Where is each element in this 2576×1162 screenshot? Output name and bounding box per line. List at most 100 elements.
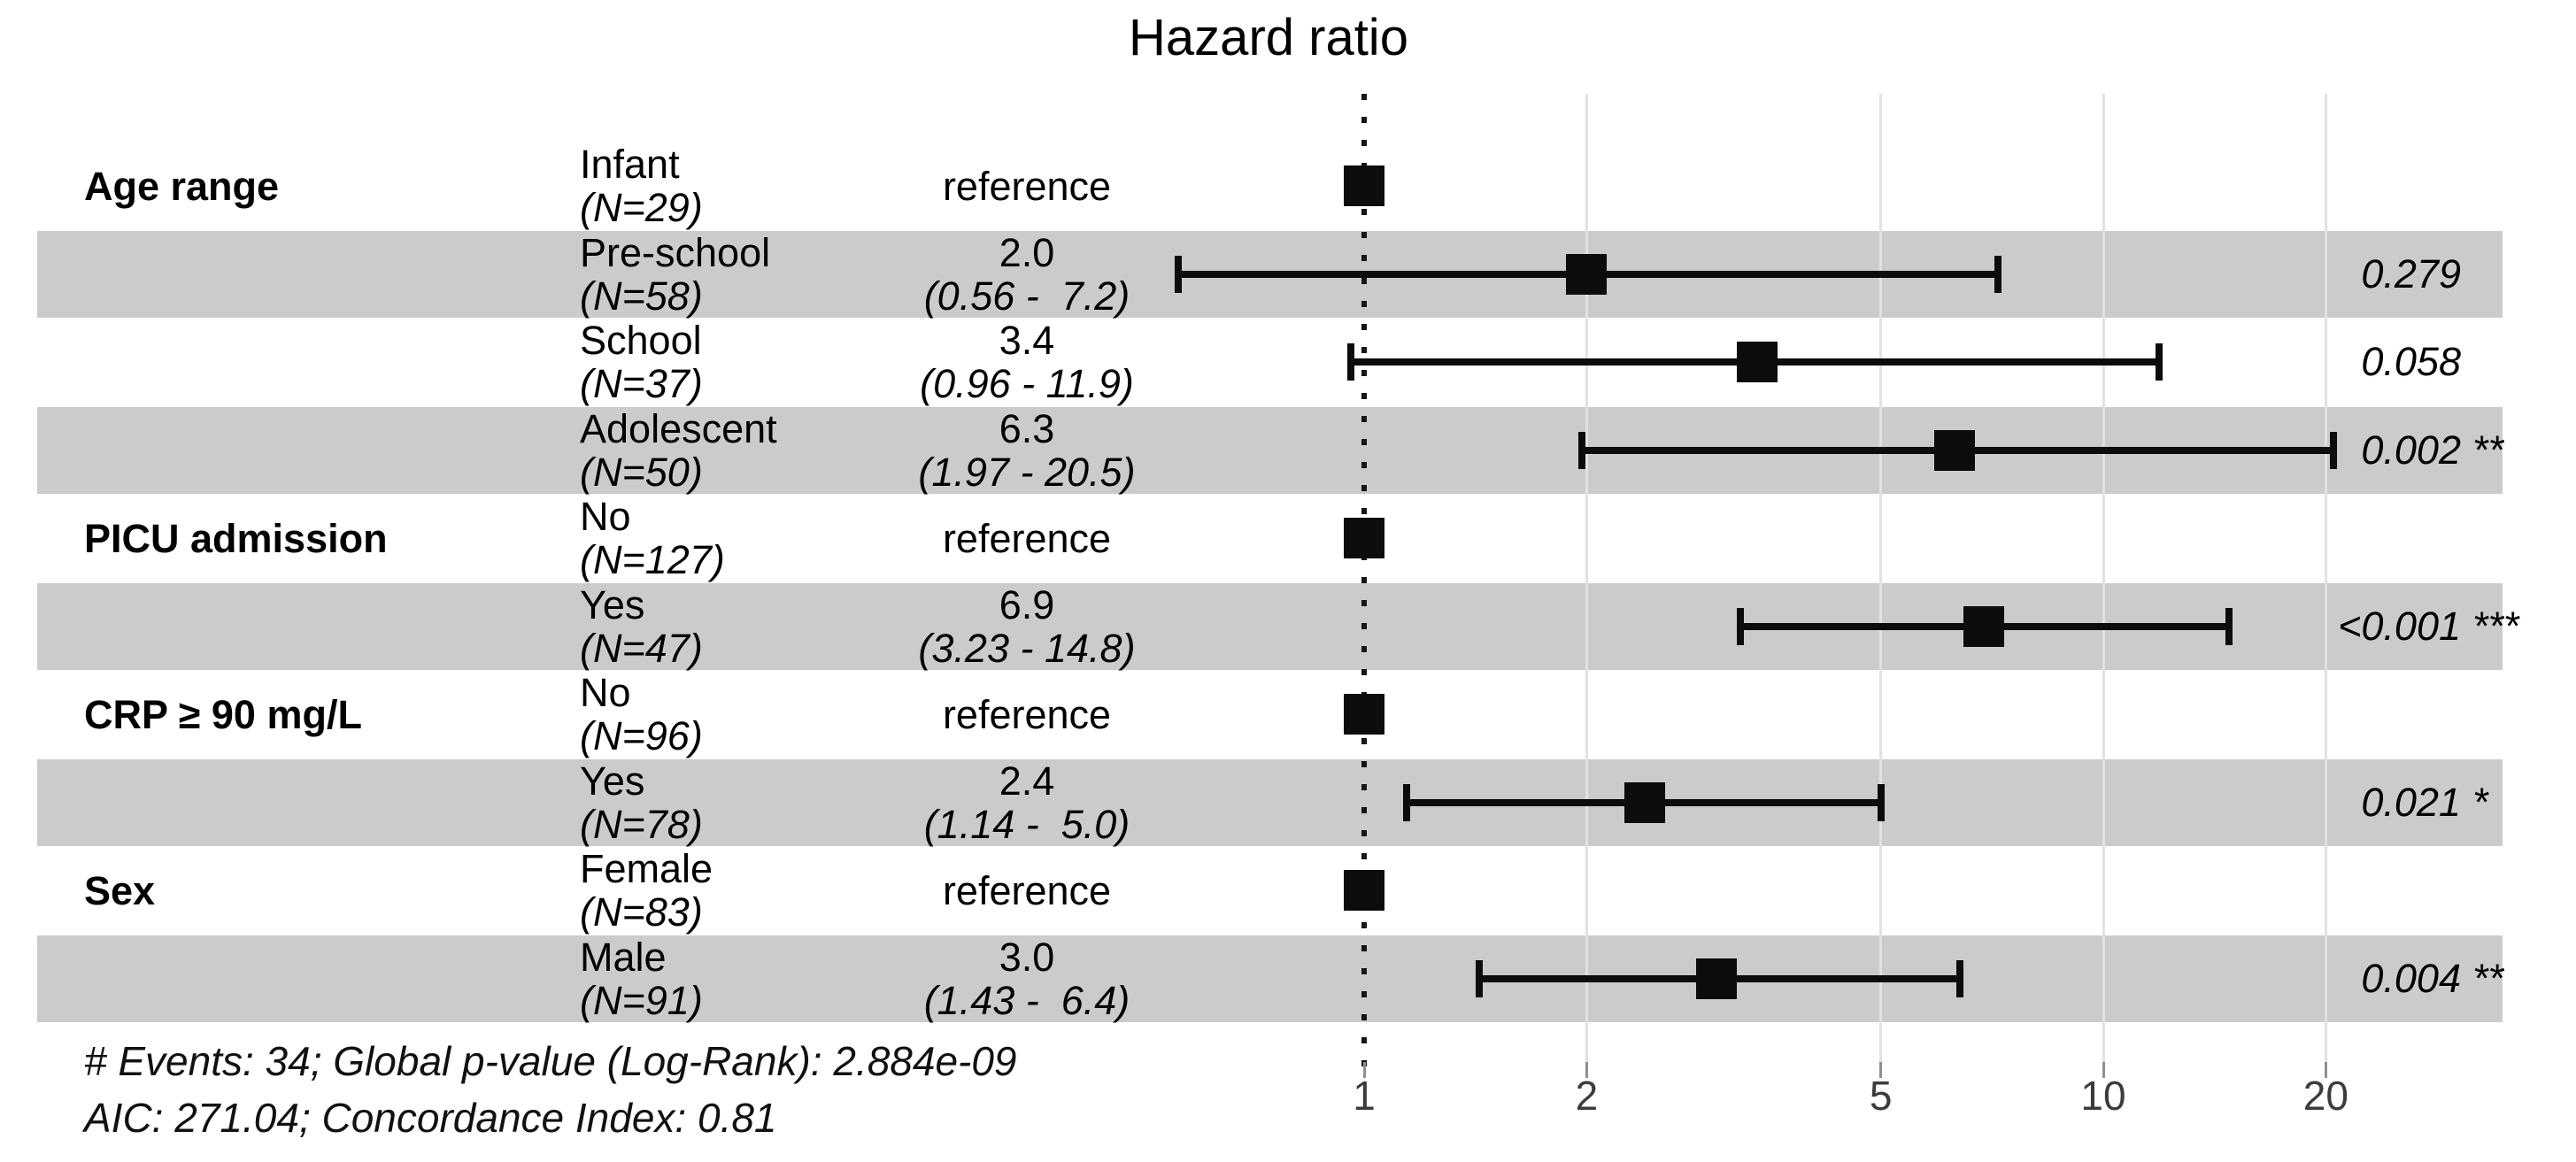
significance-stars: ** <box>2472 955 2504 1001</box>
level-name: School <box>580 318 702 364</box>
level-name: Male <box>580 934 667 980</box>
level-label: Yes (N=47) <box>580 583 703 670</box>
level-label: Yes (N=78) <box>580 759 703 846</box>
level-n-count: (N=58) <box>580 273 703 319</box>
level-label: Male (N=91) <box>580 935 703 1022</box>
level-n-count: (N=37) <box>580 361 703 407</box>
level-n-count: (N=50) <box>580 449 703 495</box>
hr-estimate-value: 3.0 <box>999 934 1055 980</box>
hr-estimate-value: reference <box>942 691 1112 737</box>
hr-estimate-cell: 6.9 (3.23 - 14.8) <box>717 583 1337 670</box>
hr-marker-square <box>1736 342 1778 383</box>
group-label: Age range <box>84 163 280 209</box>
group-label: PICU admission <box>84 515 388 561</box>
level-name: Yes <box>580 581 645 627</box>
ci-cap-right <box>1956 959 1964 997</box>
hr-estimate-cell: 2.0 (0.56 - 7.2) <box>717 231 1337 318</box>
annotation-aic-concordance: AIC: 271.04; Concordance Index: 0.81 <box>84 1095 777 1141</box>
ci-cap-left <box>1475 959 1483 997</box>
hr-marker-square <box>1344 870 1384 912</box>
hr-estimate-cell: reference <box>717 847 1337 934</box>
x-axis-tick-label: 20 <box>2302 1073 2348 1119</box>
level-name: Pre-school <box>580 229 771 275</box>
x-axis-tick-label: 10 <box>2080 1073 2126 1119</box>
p-value-label: 0.279 <box>2361 250 2461 296</box>
hr-confidence-interval: (1.97 - 20.5) <box>918 449 1136 495</box>
ci-cap-right <box>1877 783 1885 821</box>
level-label: Adolescent (N=50) <box>580 407 777 494</box>
hr-confidence-interval: (0.96 - 11.9) <box>920 361 1134 407</box>
level-label: Female (N=83) <box>580 847 713 934</box>
x-axis-tick <box>1585 1062 1588 1078</box>
level-label: No (N=127) <box>580 495 725 581</box>
hr-marker-square <box>1624 781 1666 823</box>
hr-estimate-value: reference <box>942 867 1112 913</box>
ci-cap-left <box>1347 343 1355 381</box>
x-axis-tick <box>1362 1062 1366 1078</box>
p-value-label: <0.001 <box>2338 603 2461 649</box>
hr-marker-square <box>1344 518 1384 559</box>
ci-cap-right <box>2225 607 2233 645</box>
level-name: No <box>580 494 631 540</box>
level-n-count: (N=83) <box>580 889 703 935</box>
hr-estimate-cell: 3.4 (0.96 - 11.9) <box>717 319 1337 405</box>
hr-estimate-cell: 2.4 (1.14 - 5.0) <box>717 759 1337 846</box>
x-gridline <box>2324 94 2327 1062</box>
level-label: No (N=96) <box>580 671 703 758</box>
p-value-label: 0.058 <box>2361 339 2461 385</box>
group-label: CRP ≥ 90 mg/L <box>84 691 362 737</box>
hr-estimate-cell: reference <box>717 495 1337 581</box>
level-n-count: (N=78) <box>580 801 703 847</box>
level-n-count: (N=91) <box>580 977 703 1023</box>
x-axis-tick-label: 2 <box>1575 1073 1599 1119</box>
hr-marker-square <box>1934 429 1976 471</box>
x-axis-tick-label: 5 <box>1869 1073 1893 1119</box>
level-n-count: (N=127) <box>580 537 725 583</box>
ci-cap-right <box>2156 343 2163 381</box>
ci-cap-left <box>1577 431 1585 469</box>
level-label: Pre-school (N=58) <box>580 231 770 318</box>
p-value-label: 0.004 <box>2361 955 2461 1001</box>
hr-estimate-cell: 3.0 (1.43 - 6.4) <box>717 935 1337 1022</box>
hr-estimate-cell: reference <box>717 142 1337 229</box>
hr-confidence-interval: (1.14 - 5.0) <box>923 801 1130 847</box>
x-axis-tick <box>2102 1062 2105 1078</box>
hr-confidence-interval: (3.23 - 14.8) <box>918 625 1136 671</box>
hr-estimate-value: 3.4 <box>999 318 1055 364</box>
x-gridline <box>1879 94 1883 1062</box>
hr-estimate-value: 6.9 <box>999 581 1055 627</box>
hr-confidence-interval: (0.56 - 7.2) <box>923 273 1130 319</box>
plot-title: Hazard ratio <box>1129 9 1408 66</box>
level-name: Adolescent <box>580 405 777 451</box>
level-name: Infant <box>580 142 680 187</box>
hr-estimate-value: reference <box>942 515 1112 561</box>
hr-estimate-value: 2.4 <box>999 758 1055 804</box>
level-label: Infant (N=29) <box>580 142 703 229</box>
level-label: School (N=37) <box>580 319 703 405</box>
ci-cap-left <box>1737 607 1745 645</box>
annotation-events-global-p: # Events: 34; Global p-value (Log-Rank):… <box>84 1038 1017 1084</box>
level-n-count: (N=29) <box>580 185 703 230</box>
group-label: Sex <box>84 867 156 913</box>
level-name: Yes <box>580 758 645 804</box>
significance-stars: *** <box>2472 603 2519 649</box>
x-axis-tick <box>2324 1062 2327 1078</box>
hr-estimate-cell: 6.3 (1.97 - 20.5) <box>717 407 1337 494</box>
hr-marker-square <box>1344 694 1384 735</box>
p-value-label: 0.021 <box>2361 779 2461 825</box>
ci-cap-left <box>1402 783 1410 821</box>
x-axis-tick <box>1879 1062 1883 1078</box>
level-name: No <box>580 670 631 716</box>
hr-estimate-value: 6.3 <box>999 405 1055 451</box>
level-name: Female <box>580 846 713 892</box>
ci-cap-left <box>1174 255 1182 293</box>
hr-marker-square <box>1566 253 1608 295</box>
level-n-count: (N=47) <box>580 625 703 671</box>
x-axis-tick-label: 1 <box>1353 1073 1376 1119</box>
reference-dotted-line <box>1361 94 1367 1078</box>
hr-marker-square <box>1344 165 1384 206</box>
significance-stars: * <box>2472 779 2488 825</box>
hr-marker-square <box>1963 605 2005 647</box>
hr-estimate-cell: reference <box>717 671 1337 758</box>
